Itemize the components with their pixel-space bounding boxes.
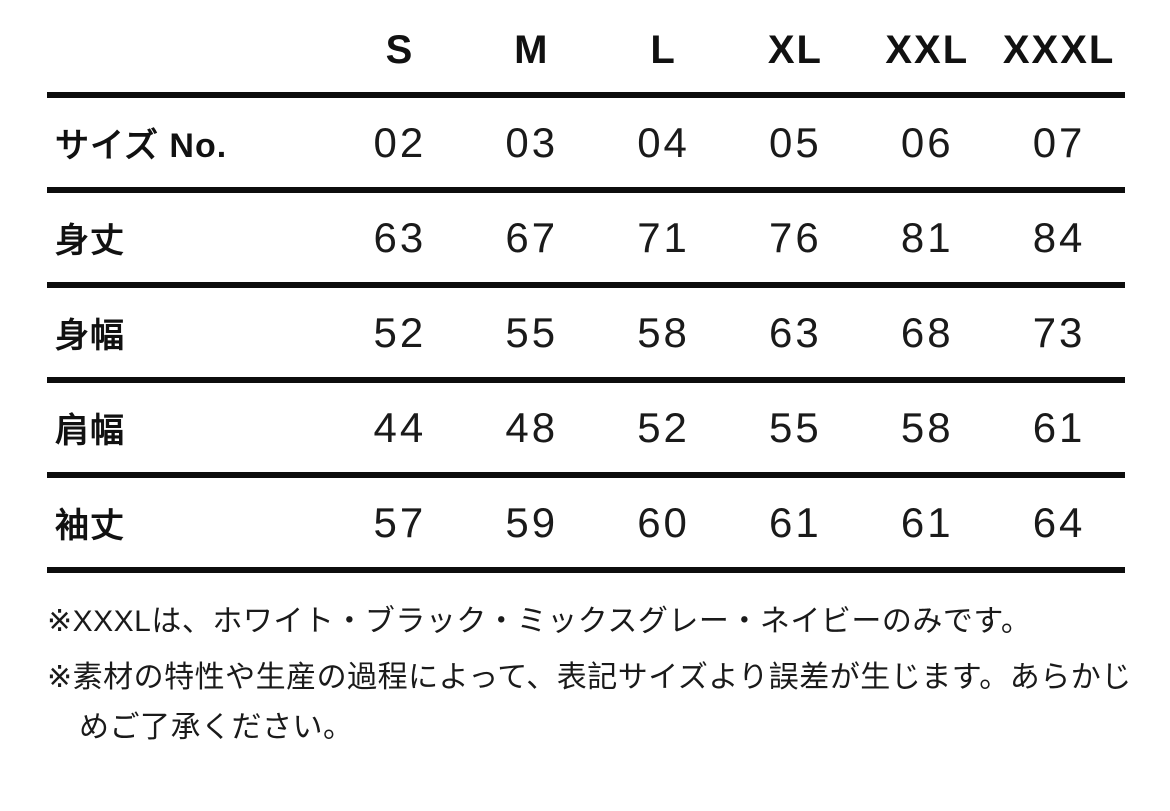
col-header-l: L xyxy=(650,27,677,72)
cell-size-no-xl: 05 xyxy=(769,118,822,166)
footnote-size-tolerance: ※素材の特性や生産の過程によって、表記サイズより誤差が生じます。あらかじめご了承… xyxy=(47,661,1132,744)
cell-body-length-xl: 76 xyxy=(769,213,822,261)
col-header-xl: XL xyxy=(767,27,823,72)
cell-body-width-l: 58 xyxy=(637,308,690,356)
row-label-size-no: サイズ No. xyxy=(55,127,228,165)
cell-shoulder-width-m: 48 xyxy=(505,403,559,451)
row-label-shoulder-width: 肩幅 xyxy=(55,412,125,450)
cell-sleeve-length-m: 59 xyxy=(505,498,559,546)
cell-body-width-xl: 63 xyxy=(769,308,822,356)
row-label-body-width: 身幅 xyxy=(55,317,125,355)
cell-size-no-l: 04 xyxy=(637,118,690,166)
cell-body-width-xxl: 68 xyxy=(900,308,954,356)
cell-body-width-s: 52 xyxy=(373,308,427,356)
cell-sleeve-length-s: 57 xyxy=(373,498,427,546)
cell-body-width-xxxl: 73 xyxy=(1032,308,1086,356)
cell-body-length-xxl: 81 xyxy=(900,213,954,261)
size-table-header-row: S M L XL XXL XXXL xyxy=(47,8,1125,95)
cell-body-length-s: 63 xyxy=(373,213,427,261)
col-header-xxxl: XXXL xyxy=(1002,27,1116,72)
cell-sleeve-length-xxl: 61 xyxy=(900,498,954,546)
cell-body-length-xxxl: 84 xyxy=(1032,213,1086,261)
cell-shoulder-width-xxl: 58 xyxy=(900,403,954,451)
col-header-s: S xyxy=(385,27,415,72)
cell-sleeve-length-l: 60 xyxy=(637,498,690,546)
col-header-xxl: XXL xyxy=(885,27,970,72)
table-row-shoulder-width: 肩幅 44 48 52 55 58 61 xyxy=(47,380,1125,475)
table-row-sleeve-length: 袖丈 57 59 60 61 61 64 xyxy=(47,475,1125,570)
cell-body-length-m: 67 xyxy=(505,213,559,261)
cell-shoulder-width-xl: 55 xyxy=(769,403,822,451)
row-label-sleeve-length: 袖丈 xyxy=(55,507,125,545)
header-empty-cell xyxy=(47,8,334,95)
size-table: S M L XL XXL XXXL サイズ No. 02 03 04 05 06… xyxy=(47,8,1125,573)
col-header-m: M xyxy=(514,27,550,72)
cell-shoulder-width-s: 44 xyxy=(373,403,427,451)
table-row-size-no: サイズ No. 02 03 04 05 06 07 xyxy=(47,95,1125,190)
cell-sleeve-length-xl: 61 xyxy=(769,498,822,546)
footnotes: ※XXXLは、ホワイト・ブラック・ミックスグレー・ネイビーのみです。 ※素材の特… xyxy=(47,597,1132,753)
cell-size-no-xxl: 06 xyxy=(900,118,954,166)
cell-sleeve-length-xxxl: 64 xyxy=(1032,498,1086,546)
table-row-body-width: 身幅 52 55 58 63 68 73 xyxy=(47,285,1125,380)
cell-body-length-l: 71 xyxy=(637,213,690,261)
cell-shoulder-width-xxxl: 61 xyxy=(1032,403,1086,451)
cell-size-no-m: 03 xyxy=(505,118,559,166)
cell-body-width-m: 55 xyxy=(505,308,559,356)
cell-size-no-s: 02 xyxy=(373,118,427,166)
footnote-xxxl-colors: ※XXXLは、ホワイト・ブラック・ミックスグレー・ネイビーのみです。 xyxy=(47,605,1032,638)
table-row-body-length: 身丈 63 67 71 76 81 84 xyxy=(47,190,1125,285)
cell-shoulder-width-l: 52 xyxy=(637,403,690,451)
row-label-body-length: 身丈 xyxy=(55,222,125,260)
cell-size-no-xxxl: 07 xyxy=(1032,118,1086,166)
